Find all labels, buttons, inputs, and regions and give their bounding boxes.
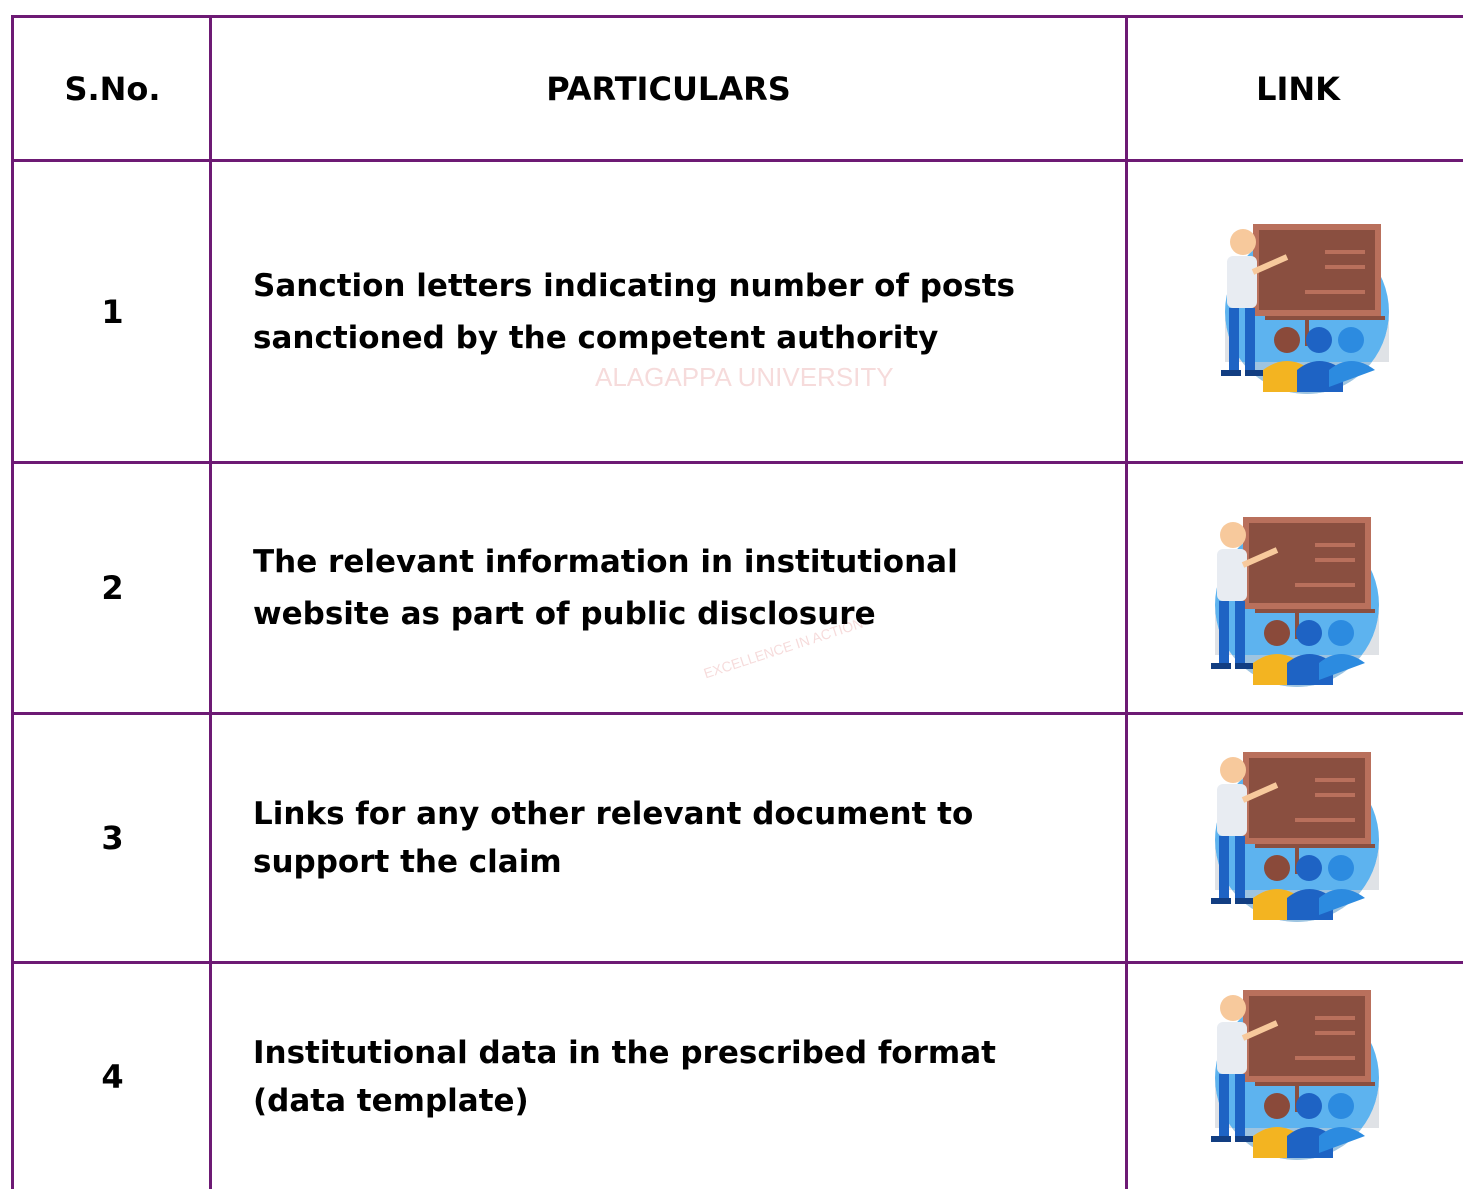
particulars: Sanction letters indicating number of po…	[253, 267, 1015, 356]
header-cell: S.No.	[64, 69, 161, 108]
particulars: The relevant information in institutiona…	[253, 544, 958, 632]
border	[11, 16, 14, 1189]
particulars: Institutional data in the prescribed for…	[253, 1034, 996, 1119]
serial-number: 1	[101, 292, 124, 331]
link-icon[interactable]	[1205, 212, 1395, 402]
link-icon[interactable]	[1195, 740, 1385, 930]
serial-number: 4	[101, 1057, 124, 1096]
border	[11, 159, 1463, 162]
border	[1125, 16, 1128, 1189]
border	[11, 961, 1463, 964]
border	[11, 15, 1463, 18]
border	[11, 461, 1463, 464]
watermark-name: ALAGAPPA UNIVERSITY	[595, 362, 894, 392]
link-icon[interactable]	[1195, 505, 1385, 695]
header-cell: LINK	[1256, 69, 1340, 108]
border	[11, 712, 1463, 715]
particulars: Links for any other relevant document to…	[253, 796, 974, 880]
serial-number: 2	[101, 569, 124, 607]
header-cell: PARTICULARS	[546, 69, 791, 108]
serial-number: 3	[101, 819, 124, 857]
link-icon[interactable]	[1195, 978, 1385, 1168]
border	[209, 16, 212, 1189]
